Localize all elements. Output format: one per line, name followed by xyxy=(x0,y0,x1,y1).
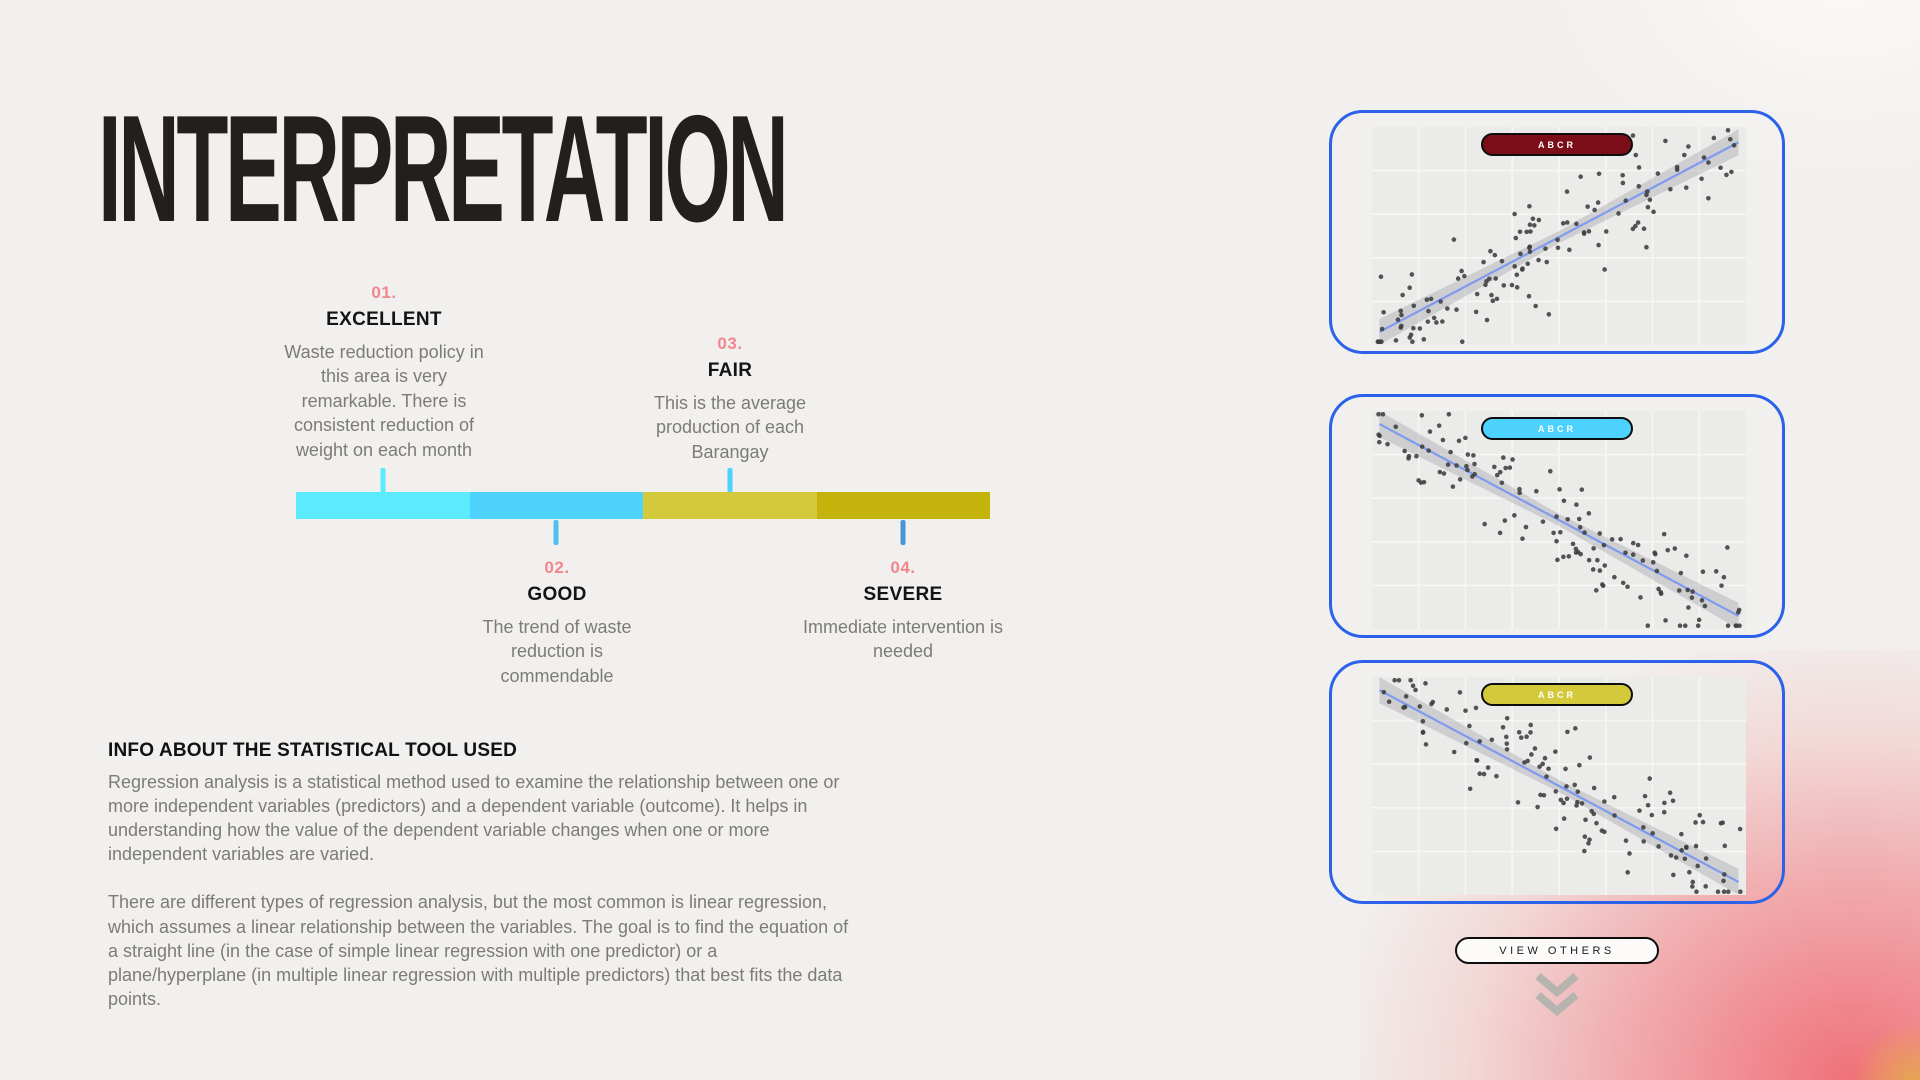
page-title: INTERPRETATION xyxy=(98,84,789,254)
info-section: INFO ABOUT THE STATISTICAL TOOL USED Reg… xyxy=(108,740,850,1035)
scatter-plot xyxy=(1372,411,1746,629)
scale-segment-fair xyxy=(643,492,817,519)
scale-item-excellent: 01. EXCELLENT Waste reduction policy in … xyxy=(282,283,487,462)
scale-tick-1 xyxy=(380,468,386,493)
chart-badge: ABCR xyxy=(1481,133,1633,156)
scale-item-number: 01. xyxy=(371,283,397,302)
scale-item-number: 03. xyxy=(717,334,743,353)
scale-tick-3 xyxy=(727,468,733,493)
view-others-button[interactable]: VIEW OTHERS xyxy=(1455,937,1659,964)
scale-item-label: EXCELLENT xyxy=(326,309,442,330)
info-paragraph-2: There are different types of regression … xyxy=(108,892,849,1009)
scale-item-good: 02. GOOD The trend of waste reduction is… xyxy=(471,558,643,688)
scale-segment-excellent xyxy=(296,492,470,519)
scatter-chart-card-2: ABCR xyxy=(1329,394,1785,638)
chevron-double-down-icon[interactable] xyxy=(1533,972,1581,1016)
scale-segment-good xyxy=(469,492,643,519)
scatter-chart-card-3: ABCR xyxy=(1329,660,1785,904)
scale-item-description: This is the average production of each B… xyxy=(653,393,807,462)
scale-item-number: 04. xyxy=(890,558,916,577)
info-heading: INFO ABOUT THE STATISTICAL TOOL USED xyxy=(108,740,518,761)
scale-item-number: 02. xyxy=(544,558,570,577)
scale-bar xyxy=(296,492,990,519)
scatter-chart-card-1: ABCR xyxy=(1329,110,1785,354)
rating-scale xyxy=(296,465,990,546)
scale-item-description: The trend of waste reduction is commenda… xyxy=(482,617,632,686)
scale-item-label: FAIR xyxy=(707,360,753,381)
scale-item-label: GOOD xyxy=(527,584,587,605)
chart-badge: ABCR xyxy=(1481,683,1633,706)
scale-tick-4 xyxy=(900,520,906,545)
info-paragraph-1: Regression analysis is a statistical met… xyxy=(108,772,840,865)
scale-item-description: Waste reduction policy in this area is v… xyxy=(284,342,484,460)
scale-segment-severe xyxy=(816,492,990,519)
chart-badge: ABCR xyxy=(1481,417,1633,440)
scale-item-fair: 03. FAIR This is the average production … xyxy=(644,334,816,464)
scale-item-description: Immediate intervention is needed xyxy=(802,617,1004,662)
scale-item-label: SEVERE xyxy=(863,584,943,605)
scatter-plot xyxy=(1372,677,1746,895)
scale-item-severe: 04. SEVERE Immediate intervention is nee… xyxy=(796,558,1011,664)
scatter-plot xyxy=(1372,127,1746,345)
scale-tick-2 xyxy=(553,520,559,545)
